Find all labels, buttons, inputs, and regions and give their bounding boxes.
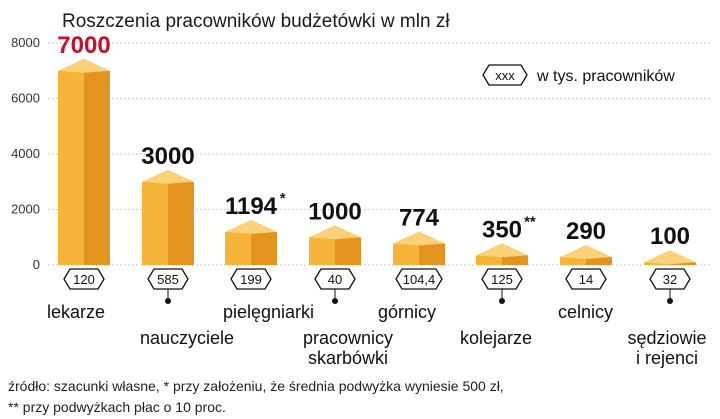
bar-top: [644, 250, 696, 265]
employee-count-label: 104,4: [403, 272, 436, 287]
employee-count-label: 585: [157, 272, 179, 287]
employee-count-label: 120: [73, 272, 95, 287]
y-tick-label: 8000: [11, 35, 40, 50]
bar-value-label: 774: [399, 205, 440, 232]
category-label: nauczyciele: [140, 328, 234, 348]
bar-side: [586, 256, 612, 265]
employee-count-label: 125: [491, 272, 513, 287]
bars: 7000 120 lekarze 3000 585 nauczyciele 1194 * 199…: [47, 32, 707, 368]
bar-front: [393, 243, 419, 265]
bar-side: [168, 181, 194, 265]
bar-value-label: 100: [650, 223, 690, 250]
employee-count-badge: [230, 268, 272, 290]
bar-side: [419, 243, 445, 265]
bar-group: 350 ** 125 kolejarze: [460, 213, 536, 348]
bar-value-label: 350: [482, 216, 522, 243]
employee-count-badge: [395, 268, 443, 290]
category-label: skarbówki: [308, 348, 388, 368]
legend-symbol-text: xxx: [495, 68, 515, 83]
label-connector-dot: [667, 298, 673, 304]
y-tick-label: 6000: [11, 91, 40, 106]
bar-front: [560, 256, 586, 265]
bar-top: [142, 169, 194, 184]
bar-side: [335, 237, 361, 265]
bar-group: 1194 * 199 pielęgniarki: [223, 190, 314, 322]
chart-title: Roszczenia pracowników budżetówki w mln …: [62, 11, 450, 32]
bar-group: 7000 120 lekarze: [47, 32, 111, 322]
bar-top: [393, 231, 445, 246]
label-connector-dot: [499, 298, 505, 304]
employee-count-badge: [649, 268, 691, 290]
bar-value-label: 1194: [225, 193, 278, 220]
employee-count-badge: [314, 268, 356, 290]
bar-top: [309, 225, 361, 240]
bar-top: [476, 243, 528, 258]
legend: xxx w tys. pracowników: [482, 64, 675, 86]
bar-side: [251, 231, 277, 265]
category-label: i rejenci: [636, 348, 698, 368]
bar-front: [476, 255, 502, 265]
category-label: górnicy: [378, 302, 436, 322]
label-connector-dot: [165, 298, 171, 304]
bar-front: [309, 237, 335, 265]
employee-count-label: 14: [579, 272, 593, 287]
label-connector-dot: [332, 298, 338, 304]
employee-count-label: 32: [663, 272, 677, 287]
bar-top: [225, 219, 277, 234]
employee-count-badge: [63, 268, 105, 290]
bar-value-label: 290: [566, 218, 606, 245]
y-tick-label: 4000: [11, 146, 40, 161]
category-label: pracownicy: [303, 328, 393, 348]
employee-count-badge: [481, 268, 523, 290]
source-note-line-1: źródło: szacunki własne, * przy założeni…: [8, 378, 504, 394]
bar-group: 290 14 celnicy: [558, 218, 613, 322]
bar-side: [670, 262, 696, 265]
bar-group: 774 104,4 górnicy: [378, 205, 445, 322]
source-note-line-2: ** przy podwyżkach płac o 10 proc.: [8, 399, 226, 415]
bar-front: [225, 231, 251, 265]
y-axis-tick-labels: 0 2000 4000 6000 8000: [11, 35, 40, 272]
bar-top: [58, 58, 110, 73]
bar-front: [142, 181, 168, 265]
legend-count-symbol: [482, 64, 528, 86]
employee-count-badge: [565, 268, 607, 290]
bar-side: [502, 255, 528, 265]
category-label: sędziowie: [627, 328, 706, 348]
y-tick-label: 2000: [11, 202, 40, 217]
employee-count-label: 199: [240, 272, 262, 287]
bar-value-label: 3000: [141, 143, 194, 170]
employee-count-badge: [147, 268, 189, 290]
category-label: pielęgniarki: [223, 302, 314, 322]
bar-front: [644, 262, 670, 265]
bar-side: [84, 70, 110, 265]
bar-front: [58, 70, 84, 265]
bar-value-label: 1000: [308, 198, 361, 225]
bar-value-label: 7000: [57, 32, 110, 59]
bar-footnote-mark: **: [524, 213, 536, 230]
legend-text: w tys. pracowników: [536, 68, 675, 85]
category-label: kolejarze: [460, 328, 532, 348]
y-tick-label: 0: [33, 257, 40, 272]
bar-top: [560, 244, 612, 259]
bar-footnote-mark: *: [280, 190, 286, 207]
category-label: lekarze: [47, 302, 105, 322]
category-label: celnicy: [558, 302, 613, 322]
bar-group: 3000 585 nauczyciele: [140, 143, 234, 348]
employee-count-label: 40: [328, 272, 342, 287]
